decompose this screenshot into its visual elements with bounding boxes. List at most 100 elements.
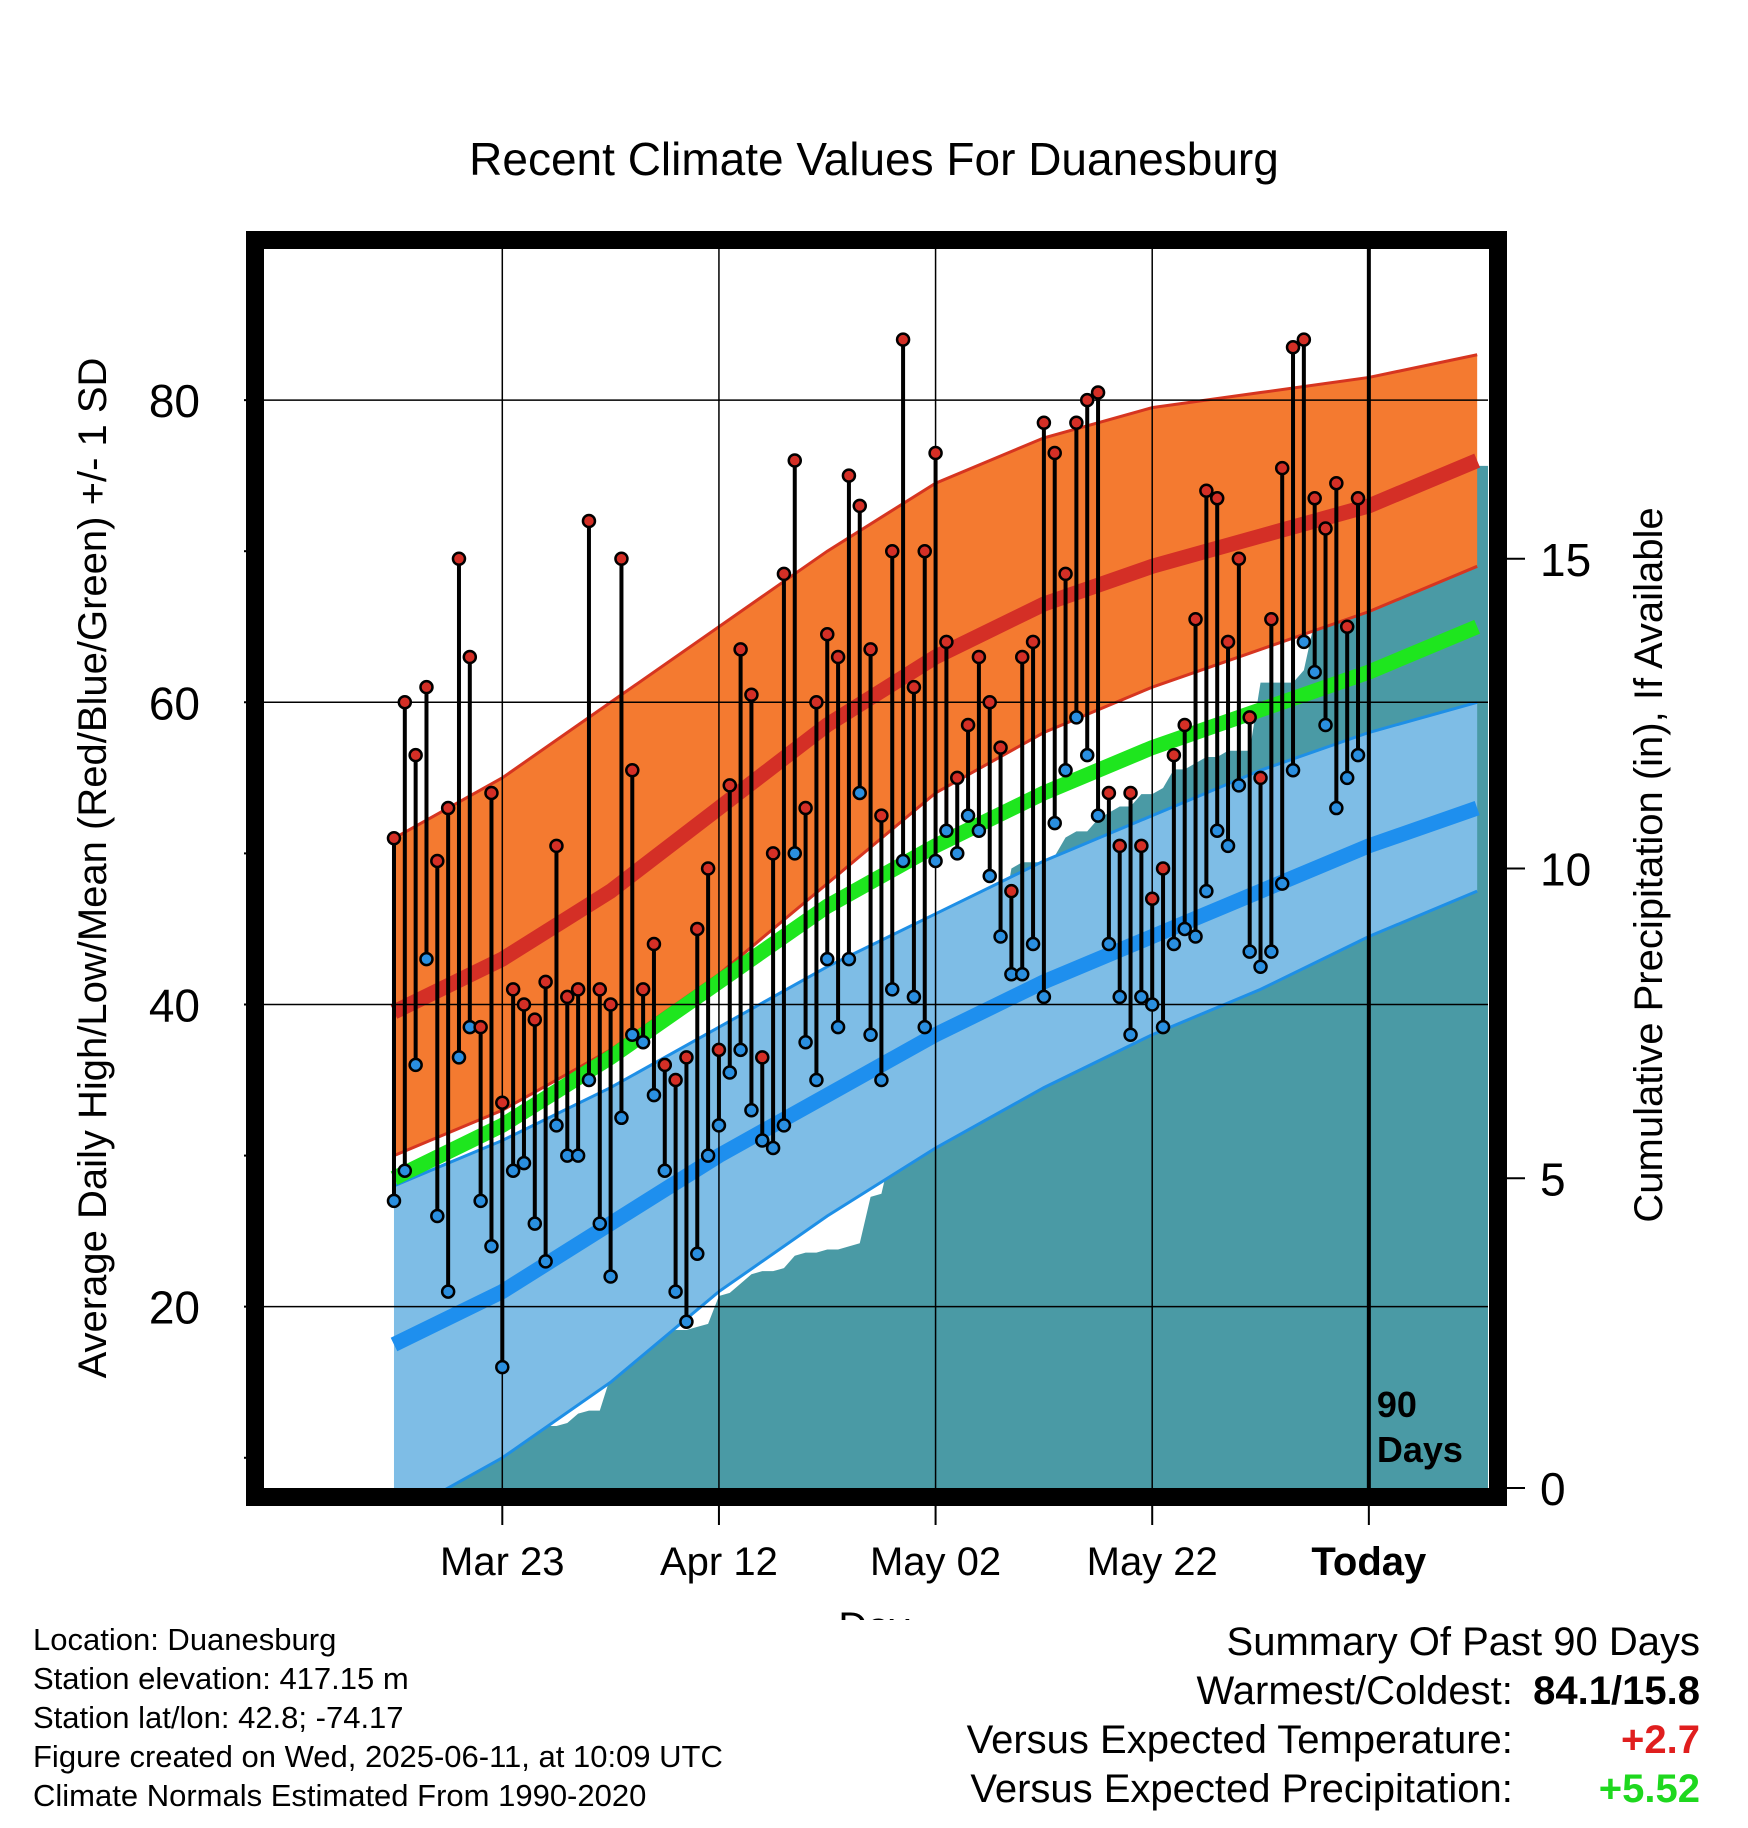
- high-point: [939, 634, 954, 650]
- low-point: [809, 1072, 824, 1088]
- high-point: [993, 740, 1008, 755]
- warmest-label: Warmest/Coldest:: [1196, 1669, 1513, 1713]
- high-point: [1058, 566, 1073, 582]
- station-info: Location: Duanesburg Station elevation: …: [33, 1620, 723, 1815]
- y2-tick-label: 10: [1540, 844, 1591, 896]
- low-point: [516, 1155, 532, 1171]
- low-point: [982, 868, 997, 884]
- high-point: [603, 997, 618, 1012]
- high-point: [982, 695, 997, 710]
- high-point: [484, 785, 499, 801]
- high-point: [527, 1012, 543, 1027]
- temp-value: +2.7: [1621, 1718, 1700, 1762]
- high-point: [581, 513, 597, 529]
- plot-frame: [246, 231, 1507, 1506]
- high-point: [1025, 634, 1041, 650]
- high-point: [765, 846, 781, 861]
- x-tick-label: May 22: [1087, 1540, 1218, 1584]
- high-point: [473, 1019, 488, 1035]
- low-point: [635, 1035, 651, 1050]
- x-tick-label: Today: [1311, 1540, 1427, 1584]
- high-point: [570, 982, 586, 997]
- y-tick-label: 60: [149, 677, 200, 729]
- y2-tick-label: 15: [1540, 534, 1591, 586]
- high-point: [1166, 747, 1182, 763]
- high-point: [809, 695, 824, 710]
- low-point: [505, 1163, 521, 1178]
- high-point: [906, 679, 922, 695]
- high-point: [1209, 491, 1225, 506]
- low-point: [1339, 770, 1355, 786]
- window-label-line1: 90: [1377, 1384, 1417, 1425]
- high-point: [787, 453, 803, 468]
- low-point: [625, 1027, 640, 1042]
- x-tick-label: May 02: [870, 1540, 1001, 1584]
- high-point: [971, 649, 987, 665]
- high-point: [1231, 551, 1247, 566]
- low-point: [895, 853, 911, 869]
- y2-tick-label: 0: [1540, 1463, 1566, 1515]
- high-point: [798, 800, 813, 816]
- low-point: [690, 1246, 705, 1262]
- high-point: [1144, 891, 1160, 906]
- low-point: [993, 929, 1008, 944]
- high-point: [1307, 491, 1322, 506]
- high-point: [874, 808, 889, 823]
- high-point: [1264, 611, 1279, 627]
- high-point: [560, 989, 575, 1005]
- low-point: [679, 1314, 694, 1330]
- high-point: [928, 445, 943, 461]
- low-point: [841, 951, 857, 967]
- high-point: [1101, 785, 1117, 801]
- low-point: [765, 1140, 781, 1156]
- high-point: [1123, 785, 1138, 801]
- low-point: [440, 1284, 456, 1299]
- low-point: [581, 1072, 597, 1088]
- low-point: [744, 1103, 759, 1118]
- high-point: [635, 982, 651, 997]
- plot-area: [264, 249, 1488, 1488]
- high-point: [516, 997, 532, 1012]
- temp-label: Versus Expected Temperature:: [966, 1718, 1513, 1762]
- high-point: [1329, 475, 1344, 491]
- low-point: [484, 1238, 499, 1254]
- precip-value: +5.52: [1598, 1767, 1700, 1811]
- summary-heading: Summary Of Past 90 Days: [1226, 1620, 1700, 1664]
- created-text: Figure created on Wed, 2025-06-11, at 10…: [33, 1739, 723, 1774]
- high-point: [1134, 838, 1149, 854]
- high-point: [679, 1050, 694, 1065]
- high-point: [1350, 491, 1366, 506]
- low-point: [960, 808, 976, 823]
- low-point: [722, 1065, 738, 1080]
- low-point: [1220, 838, 1236, 854]
- low-point: [592, 1216, 608, 1231]
- high-point: [419, 679, 434, 695]
- high-point: [505, 982, 521, 997]
- low-point: [1242, 944, 1257, 959]
- high-point: [1069, 415, 1084, 431]
- low-point: [1144, 997, 1160, 1012]
- summary-temp-row: Versus Expected Temperature: +2.7: [967, 1716, 1700, 1765]
- high-point: [1036, 415, 1052, 431]
- high-point: [1253, 770, 1268, 786]
- high-point: [592, 982, 608, 997]
- low-point: [906, 989, 922, 1005]
- high-point: [852, 498, 868, 514]
- high-point: [1090, 385, 1106, 400]
- low-point: [1047, 815, 1062, 831]
- low-point: [1264, 944, 1279, 959]
- chart-title: Recent Climate Values For Duanesburg: [469, 133, 1279, 185]
- low-point: [928, 853, 943, 869]
- high-point: [1177, 717, 1192, 733]
- low-point: [1188, 929, 1203, 944]
- high-point: [462, 649, 478, 665]
- low-point: [700, 1148, 716, 1163]
- high-point: [884, 543, 900, 559]
- low-point: [386, 1193, 402, 1209]
- high-point: [830, 649, 846, 665]
- precip-label: Versus Expected Precipitation:: [970, 1767, 1513, 1811]
- low-point: [711, 1118, 727, 1133]
- high-point: [538, 974, 553, 990]
- low-point: [495, 1359, 510, 1375]
